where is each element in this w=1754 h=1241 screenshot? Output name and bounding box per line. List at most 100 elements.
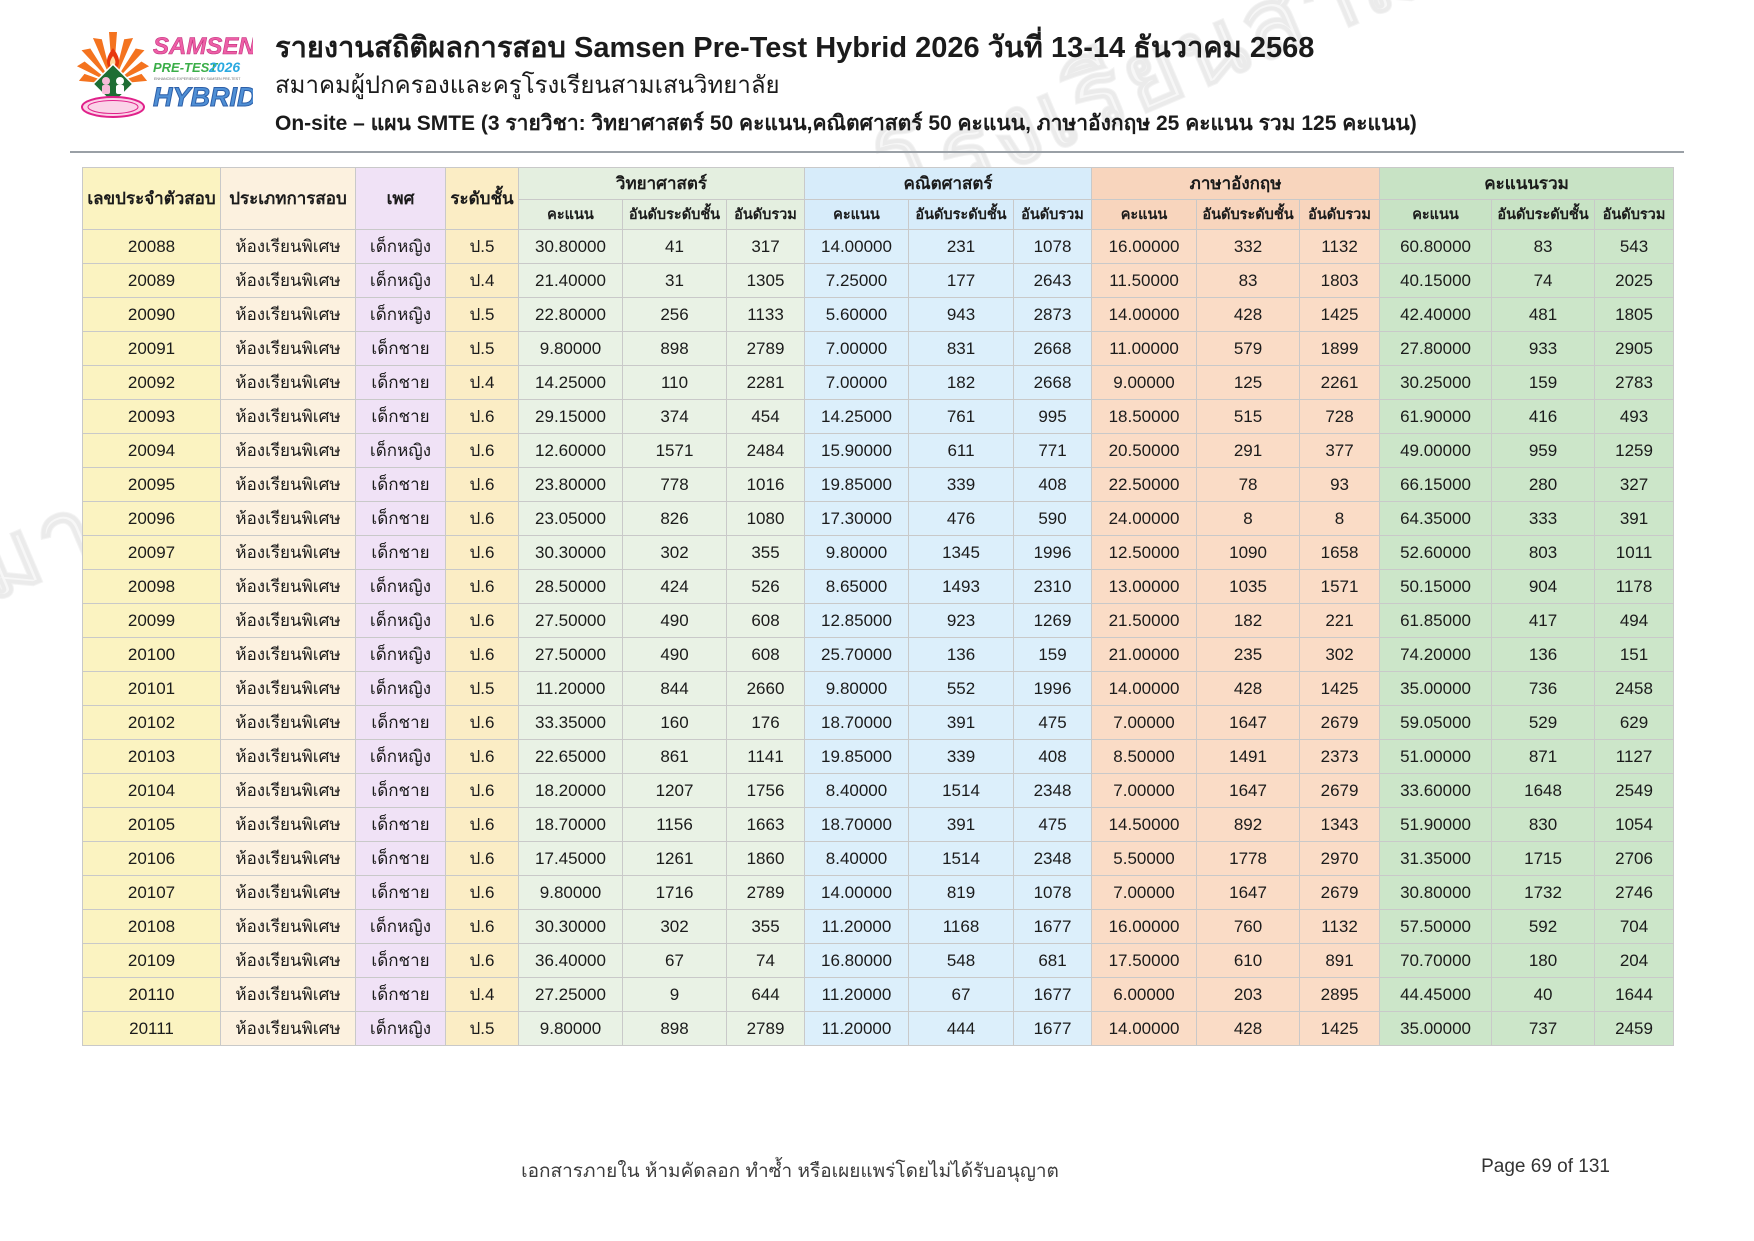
science-class-rank-cell: 374 [622,399,727,434]
exam-type-cell: ห้องเรียนพิเศษ [220,331,356,366]
total-score-cell: 51.90000 [1379,807,1493,842]
english-score-cell: 21.50000 [1091,603,1198,638]
exam-id-cell: 20108 [82,909,221,944]
english-score-cell: 13.00000 [1091,569,1198,604]
science-score-cell: 27.50000 [518,637,623,672]
gender-cell: เด็กหญิง [355,297,446,332]
sub-header-english-class-rank: อันดับระดับชั้น [1196,199,1301,230]
sub-header-science-class-rank: อันดับระดับชั้น [622,199,727,230]
exam-type-cell: ห้องเรียนพิเศษ [220,535,356,570]
science-class-rank-cell: 41 [622,229,727,264]
science-overall-rank-cell: 1756 [726,773,805,808]
samsen-logo: SAMSEN PRE-TEST 2026 ENHANCING EXPERIENC… [75,26,257,122]
science-score-cell: 18.70000 [518,807,623,842]
gender-cell: เด็กหญิง [355,603,446,638]
gender-cell: เด็กชาย [355,773,446,808]
exam-id-cell: 20102 [82,705,221,740]
english-overall-rank-cell: 1658 [1299,535,1381,570]
gender-cell: เด็กหญิง [355,263,446,298]
math-score-cell: 9.80000 [804,671,909,706]
science-score-cell: 12.60000 [518,433,623,468]
science-class-rank-cell: 1261 [622,841,727,876]
science-class-rank-cell: 1156 [622,807,727,842]
total-overall-rank-cell: 1805 [1594,297,1675,332]
science-class-rank-cell: 1716 [622,875,727,910]
page-title: รายงานสถิติผลการสอบ Samsen Pre-Test Hybr… [275,32,1315,64]
english-overall-rank-cell: 2373 [1299,739,1381,774]
total-score-cell: 35.00000 [1379,671,1493,706]
science-overall-rank-cell: 608 [726,637,805,672]
gender-cell: เด็กหญิง [355,569,446,604]
exam-id-cell: 20106 [82,841,221,876]
math-score-cell: 19.85000 [804,739,909,774]
total-class-rank-cell: 1648 [1491,773,1596,808]
grade-cell: ป.6 [445,433,519,468]
gender-cell: เด็กชาย [355,399,446,434]
grade-cell: ป.6 [445,773,519,808]
total-class-rank-cell: 529 [1491,705,1596,740]
math-class-rank-cell: 67 [908,977,1014,1012]
math-score-cell: 9.80000 [804,535,909,570]
gender-cell: เด็กชาย [355,331,446,366]
english-class-rank-cell: 515 [1196,399,1301,434]
gender-cell: เด็กหญิง [355,909,446,944]
total-overall-rank-cell: 543 [1594,229,1675,264]
math-overall-rank-cell: 1677 [1012,909,1093,944]
grade-cell: ป.5 [445,297,519,332]
logo-tagline-text: ENHANCING EXPERIENCE BY SAMSEN PRE-TEST [154,77,241,81]
table-row: 20106 ห้องเรียนพิเศษ เด็กชาย ป.6 17.45000 126… [82,841,1675,876]
sub-header-english-overall-rank: อันดับรวม [1299,199,1381,230]
math-overall-rank-cell: 2668 [1012,365,1093,400]
total-class-rank-cell: 333 [1491,501,1596,536]
total-overall-rank-cell: 391 [1594,501,1675,536]
exam-type-cell: ห้องเรียนพิเศษ [220,1011,356,1046]
total-overall-rank-cell: 327 [1594,467,1675,502]
math-overall-rank-cell: 2873 [1012,297,1093,332]
english-class-rank-cell: 235 [1196,637,1301,672]
science-class-rank-cell: 110 [622,365,727,400]
grade-cell: ป.6 [445,807,519,842]
header-row-groups: เลขประจำตัวสอบ ประเภทการสอบ เพศ ระดับชั้… [82,167,1675,230]
group-header-english: ภาษาอังกฤษ [1091,167,1381,200]
report-header: SAMSEN PRE-TEST 2026 ENHANCING EXPERIENC… [75,26,1417,136]
exam-id-cell: 20089 [82,263,221,298]
total-overall-rank-cell: 1259 [1594,433,1675,468]
gender-cell: เด็กชาย [355,535,446,570]
science-overall-rank-cell: 1860 [726,841,805,876]
table-row: 20094 ห้องเรียนพิเศษ เด็กหญิง ป.6 12.60000 15… [82,433,1675,468]
total-score-cell: 49.00000 [1379,433,1493,468]
science-score-cell: 27.50000 [518,603,623,638]
gender-cell: เด็กชาย [355,841,446,876]
math-overall-rank-cell: 681 [1012,943,1093,978]
english-overall-rank-cell: 1132 [1299,229,1381,264]
grade-cell: ป.5 [445,331,519,366]
english-class-rank-cell: 428 [1196,297,1301,332]
table-row: 20104 ห้องเรียนพิเศษ เด็กชาย ป.6 18.20000 120… [82,773,1675,808]
science-overall-rank-cell: 608 [726,603,805,638]
header-row-sub: คะแนน อันดับระดับชั้น อันดับรวม คะแนน อั… [83,199,1675,230]
math-overall-rank-cell: 1677 [1012,977,1093,1012]
exam-type-cell: ห้องเรียนพิเศษ [220,739,356,774]
math-score-cell: 17.30000 [804,501,909,536]
gender-cell: เด็กหญิง [355,739,446,774]
gender-cell: เด็กชาย [355,943,446,978]
science-score-cell: 11.20000 [518,671,623,706]
table-row: 20101 ห้องเรียนพิเศษ เด็กหญิง ป.5 11.20000 84… [82,671,1675,706]
math-class-rank-cell: 819 [908,875,1014,910]
exam-id-cell: 20107 [82,875,221,910]
english-score-cell: 24.00000 [1091,501,1198,536]
exam-id-cell: 20093 [82,399,221,434]
total-score-cell: 33.60000 [1379,773,1493,808]
math-overall-rank-cell: 408 [1012,739,1093,774]
english-class-rank-cell: 610 [1196,943,1301,978]
exam-type-cell: ห้องเรียนพิเศษ [220,943,356,978]
total-score-cell: 66.15000 [1379,467,1493,502]
exam-id-cell: 20104 [82,773,221,808]
science-class-rank-cell: 160 [622,705,727,740]
math-score-cell: 14.00000 [804,875,909,910]
grade-cell: ป.6 [445,875,519,910]
science-overall-rank-cell: 644 [726,977,805,1012]
english-overall-rank-cell: 2261 [1299,365,1381,400]
total-class-rank-cell: 933 [1491,331,1596,366]
math-overall-rank-cell: 995 [1012,399,1093,434]
